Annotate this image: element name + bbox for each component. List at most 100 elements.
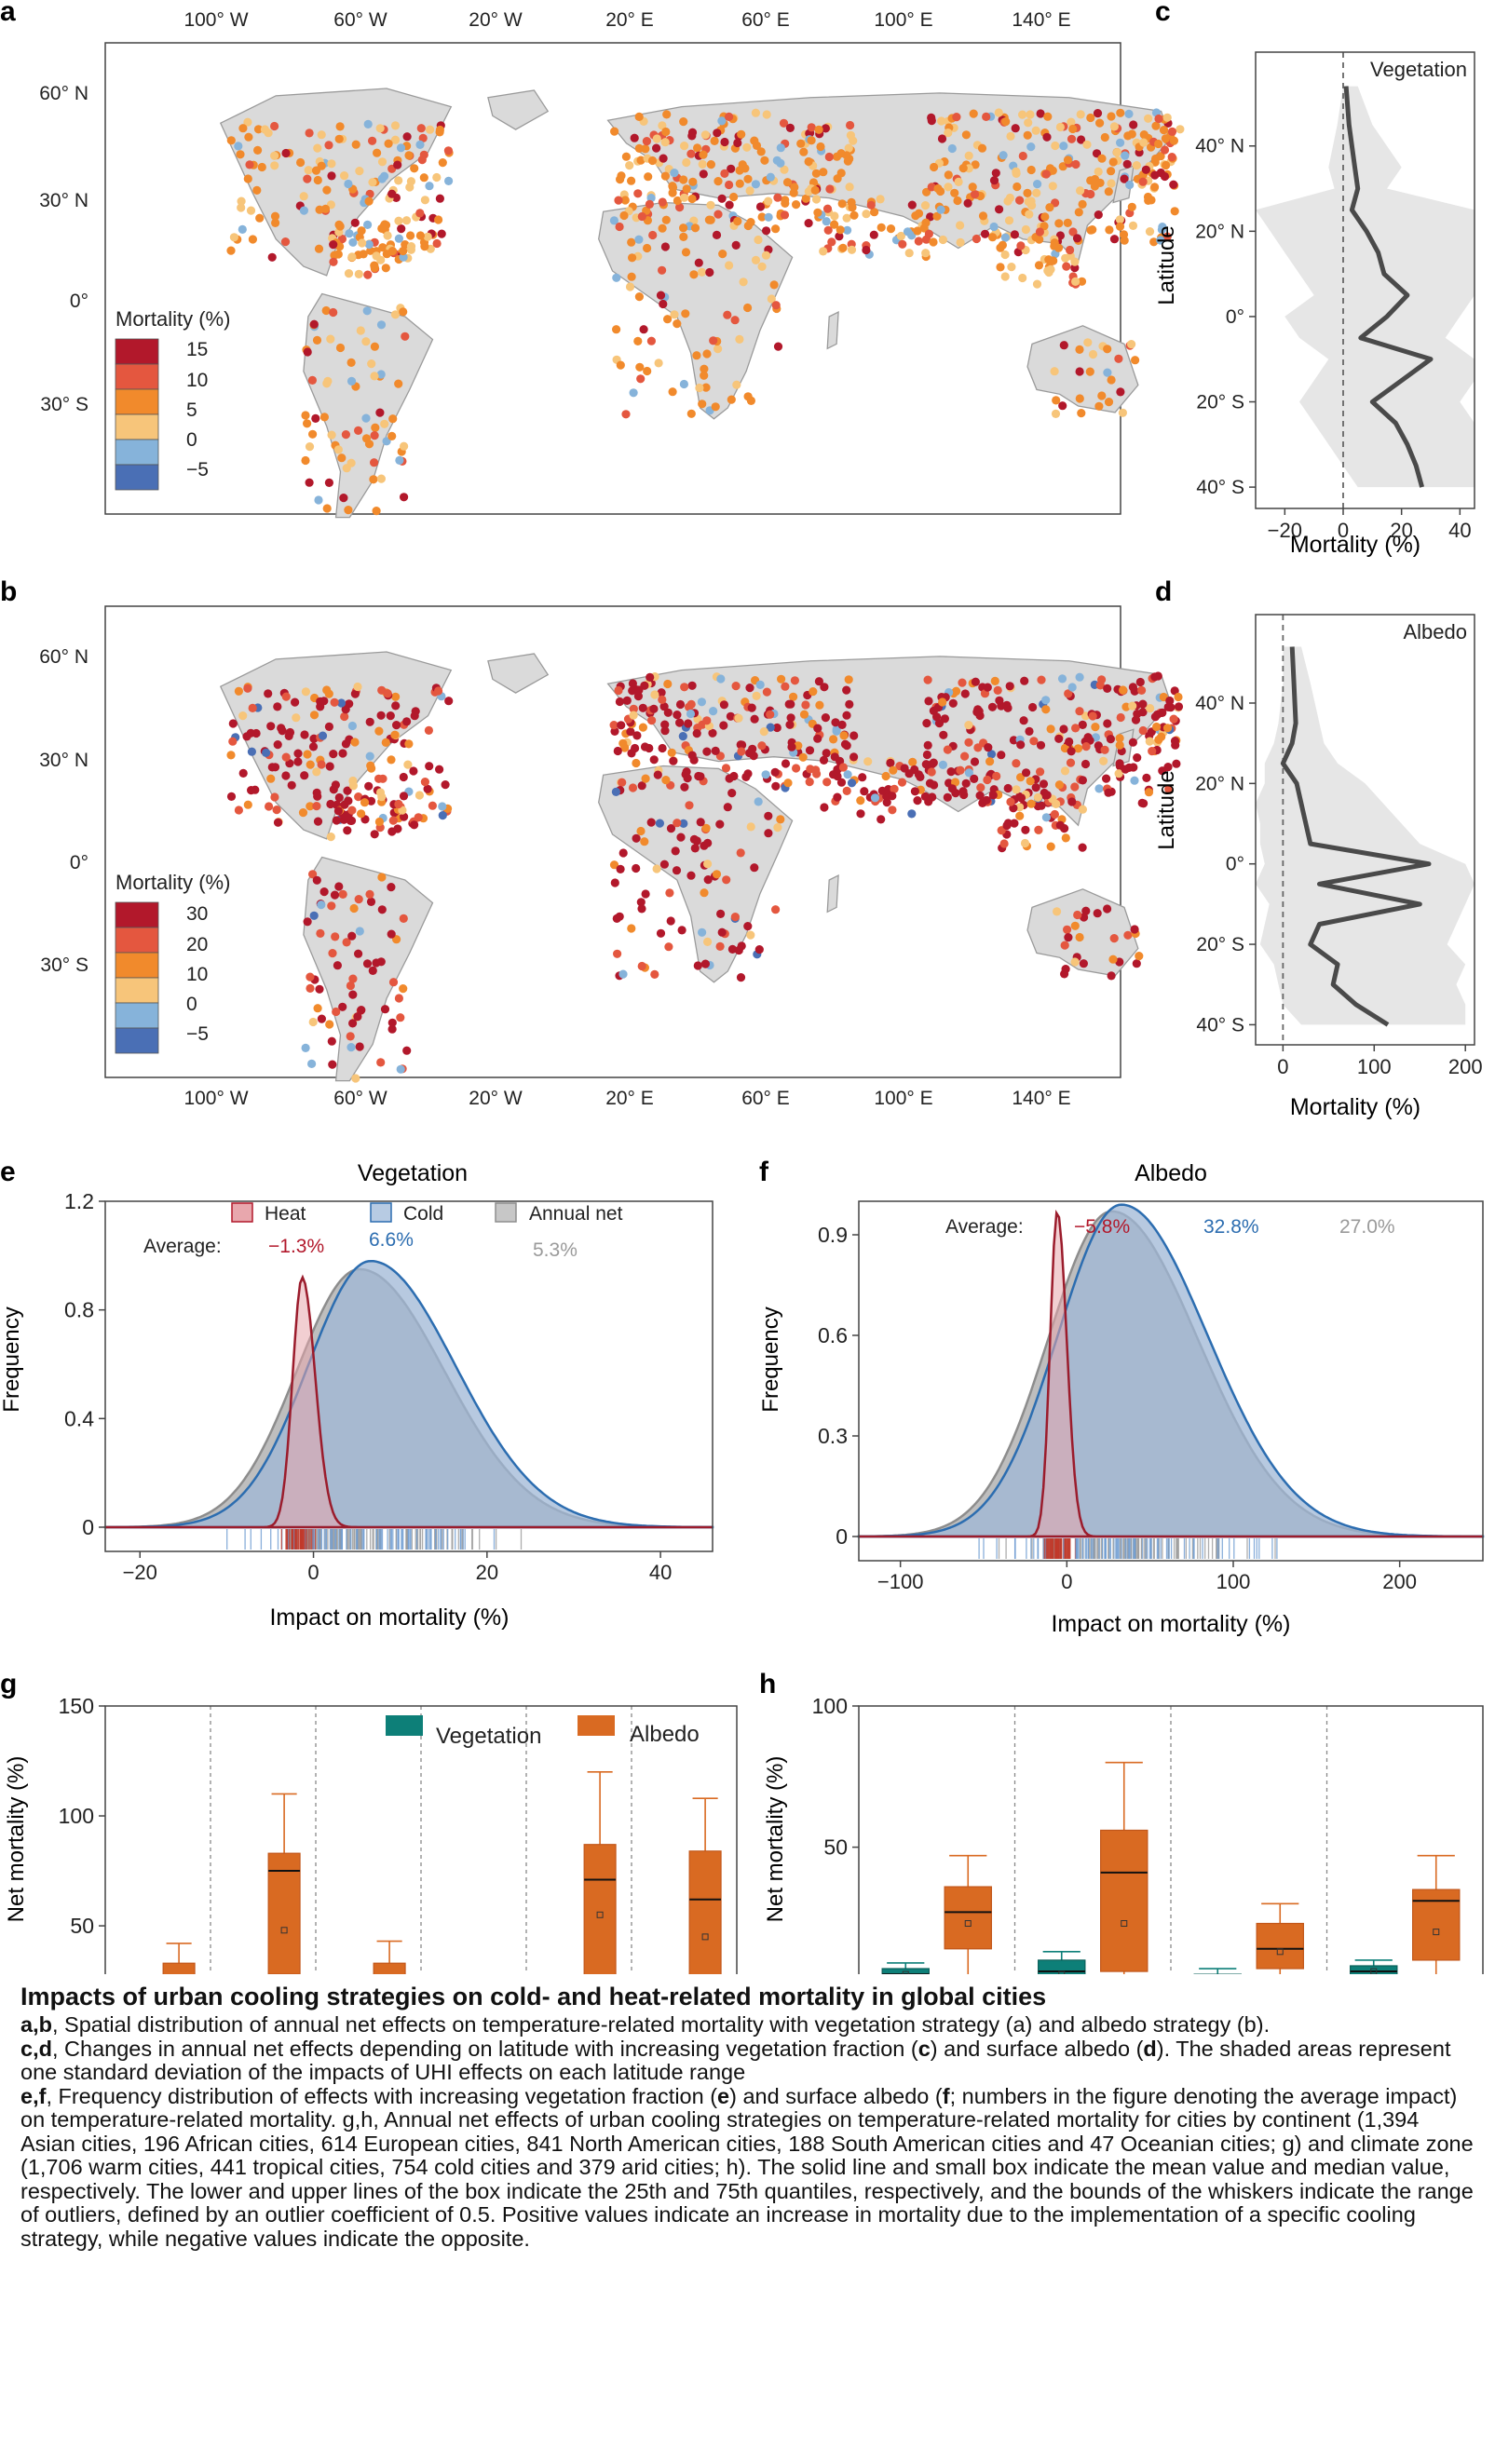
ylabel: Frequency	[0, 1306, 24, 1412]
city-point	[313, 143, 322, 153]
city-point	[813, 724, 822, 733]
city-point	[734, 713, 743, 723]
city-point	[410, 820, 419, 830]
city-point	[837, 720, 847, 729]
city-point	[810, 185, 820, 195]
city-point	[341, 430, 350, 440]
city-point	[244, 132, 253, 142]
city-point	[391, 692, 401, 701]
city-point	[699, 150, 708, 159]
city-point	[976, 783, 985, 792]
city-point	[751, 180, 761, 189]
city-point	[711, 402, 720, 412]
city-point	[306, 983, 315, 993]
city-point	[1078, 805, 1087, 814]
city-point	[1004, 216, 1014, 225]
city-point	[1130, 925, 1139, 934]
average-e: Average: −1.3% 6.6% 5.3%	[143, 1229, 578, 1261]
city-point	[842, 685, 851, 695]
city-point	[822, 749, 831, 758]
city-point	[958, 164, 968, 173]
city-point	[730, 913, 741, 922]
city-point	[801, 700, 810, 710]
city-point	[926, 212, 935, 222]
city-point	[930, 162, 939, 172]
city-point	[1070, 921, 1080, 930]
ylabel: Net mortality (%)	[763, 1756, 788, 1923]
city-point	[341, 705, 350, 714]
legend-value: 15	[186, 339, 208, 360]
city-point	[804, 219, 813, 228]
city-point	[387, 827, 397, 836]
city-point	[281, 752, 291, 762]
city-point	[387, 1024, 397, 1034]
city-point	[633, 189, 643, 198]
city-point	[846, 130, 856, 140]
map-legend-a: Mortality (%) 15 10 5 0 −5	[115, 307, 230, 491]
city-point	[273, 740, 282, 750]
city-point	[1039, 779, 1049, 789]
city-point	[390, 121, 401, 130]
city-point	[881, 771, 890, 781]
city-point	[1172, 759, 1181, 768]
city-point	[964, 768, 973, 778]
city-point	[312, 875, 321, 885]
city-point	[661, 127, 671, 137]
city-point	[615, 697, 625, 707]
city-point	[679, 232, 688, 241]
city-point	[330, 250, 339, 260]
city-point	[1135, 677, 1145, 687]
legend-value: 30	[186, 903, 208, 925]
city-point	[354, 269, 363, 278]
panel-label-c: c	[1155, 0, 1171, 27]
city-point	[252, 185, 262, 195]
city-point	[350, 689, 360, 698]
city-point	[357, 1006, 366, 1015]
city-point	[1063, 218, 1072, 227]
city-point	[329, 257, 338, 266]
city-point	[301, 455, 310, 466]
city-point	[1026, 799, 1036, 808]
city-point	[1060, 941, 1069, 950]
city-point	[1158, 223, 1167, 232]
city-point	[936, 205, 945, 214]
city-point	[1169, 180, 1178, 189]
city-point	[679, 379, 689, 389]
std-band	[1256, 646, 1475, 1025]
city-point	[1031, 126, 1040, 135]
city-point	[634, 685, 644, 695]
city-point	[813, 208, 822, 217]
city-point	[688, 177, 698, 186]
legend-swatch	[115, 927, 159, 954]
x-tick-label: −100	[877, 1570, 924, 1593]
plot-frame	[1255, 51, 1475, 509]
city-point	[938, 760, 948, 769]
city-point	[694, 258, 703, 267]
city-point	[653, 770, 662, 779]
plot-frame	[858, 1200, 1484, 1562]
city-point	[1112, 148, 1121, 157]
city-point	[710, 136, 719, 145]
city-point	[989, 176, 999, 185]
city-point	[387, 431, 397, 440]
city-point	[1016, 241, 1026, 250]
city-point	[961, 778, 971, 788]
city-point	[338, 1002, 347, 1011]
city-point	[1128, 701, 1137, 711]
plot-frame	[104, 1200, 714, 1552]
city-point	[243, 684, 252, 693]
city-point	[827, 237, 836, 247]
city-point	[684, 719, 693, 728]
city-point	[679, 117, 688, 127]
city-point	[771, 905, 781, 914]
panel-c: c Latitude Mortality (%) −20 0 20 40 40° N 20…	[1154, 0, 1475, 558]
city-point	[846, 120, 855, 130]
city-point	[715, 941, 725, 951]
city-point	[402, 1046, 412, 1055]
city-point	[821, 124, 831, 133]
city-point	[243, 174, 252, 183]
city-point	[661, 215, 671, 224]
city-point	[303, 174, 312, 183]
legend-value: 5	[186, 399, 197, 421]
city-point	[299, 192, 308, 201]
